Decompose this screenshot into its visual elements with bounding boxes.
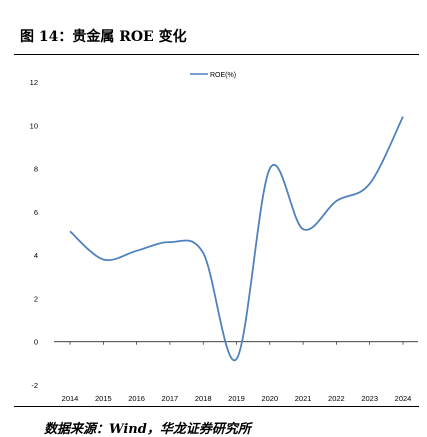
x-tick-label: 2018: [195, 394, 212, 403]
y-tick-label: 12: [30, 78, 38, 87]
x-tick-label: 2024: [395, 394, 412, 403]
x-tick-label: 2020: [261, 394, 278, 403]
roe-series-line: [69, 116, 404, 362]
x-tick-label: 2015: [95, 394, 112, 403]
x-tick-label: 2022: [328, 394, 345, 403]
x-tick-label: 2014: [62, 394, 79, 403]
top-rule: [14, 54, 419, 55]
x-tick-label: 2023: [361, 394, 378, 403]
x-tick-label: 2016: [128, 394, 145, 403]
legend: ROE(%): [190, 72, 236, 79]
legend-label-roe: ROE(%): [210, 72, 236, 79]
y-tick-label: 2: [34, 294, 38, 303]
y-tick-label: 6: [34, 208, 38, 217]
y-tick-label: 0: [34, 338, 38, 347]
y-axis-ticks: -2 0 2 4 6 8 10 12: [30, 78, 38, 390]
x-tick-label: 2019: [228, 394, 245, 403]
y-tick-label: 8: [34, 165, 38, 174]
y-tick-label: -2: [31, 381, 38, 390]
source-note: 数据来源：Wind，华龙证券研究所: [44, 422, 251, 437]
x-tick-label: 2017: [162, 394, 179, 403]
y-tick-label: 4: [34, 251, 38, 260]
figure-title: 图 14：贵金属 ROE 变化: [20, 29, 187, 45]
y-tick-label: 10: [30, 121, 38, 130]
bottom-rule: [14, 406, 419, 407]
x-tick-label: 2021: [295, 394, 312, 403]
x-axis-ticks: 2014 2015 2016 2017 2018 2019 2020 2021 2022 2023…: [62, 341, 412, 403]
